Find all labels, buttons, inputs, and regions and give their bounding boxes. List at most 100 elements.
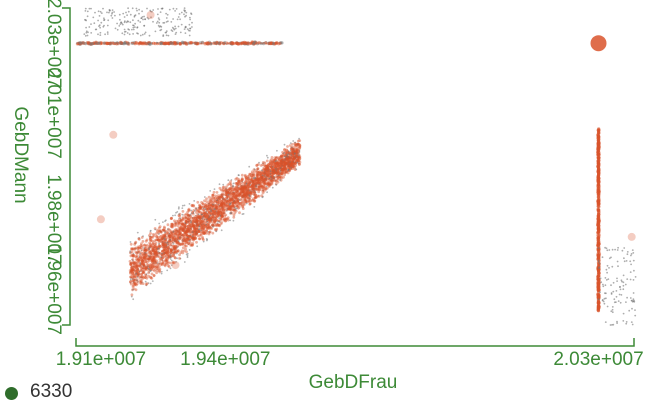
scatter-point [597,142,601,146]
scatter-point [194,237,198,240]
scatter-point [230,201,233,204]
scatter-point [265,159,269,163]
scatter-point [202,207,205,210]
scatter-point [282,160,286,164]
scatter-point [186,256,189,259]
scatter-point [229,206,232,210]
scatter-point [213,218,216,222]
scatter-point [199,231,203,235]
scatter-point [179,243,182,246]
scatter-point [130,295,133,298]
scatter-point [134,247,137,250]
scatter-point [173,238,176,241]
scatter-point [273,163,277,166]
scatter-point [218,183,221,186]
scatter-point [203,205,206,208]
scatter-point [235,193,239,197]
scatter-point [171,232,175,236]
scatter-point [130,267,134,271]
scatter-point [616,280,618,282]
scatter-point [201,202,205,206]
scatter-point [232,204,235,208]
scatter-point [218,186,222,190]
scatter-point [164,257,168,261]
scatter-point [190,221,192,224]
scatter-point [157,262,161,266]
scatter-point [140,275,144,279]
scatter-point [232,215,236,219]
scatter-point [166,252,170,256]
scatter-point [189,225,192,229]
scatter-point [208,225,211,229]
scatter-point [253,170,256,174]
scatter-point [213,212,217,216]
scatter-point [149,263,153,267]
scatter-point [210,217,213,220]
scatter-point [259,185,263,189]
scatter-point [183,229,186,232]
scatter-point [277,158,281,162]
scatter-point [171,251,174,254]
scatter-point [271,42,275,46]
scatter-point [622,288,625,291]
scatter-point [157,247,160,250]
scatter-point [224,213,228,217]
scatter-point [631,307,633,310]
scatter-point [185,240,189,243]
scatter-point [151,249,155,252]
scatter-point [164,241,167,244]
scatter-point [287,169,289,171]
scatter-point [170,241,174,244]
scatter-point [273,162,277,165]
scatter-point [132,28,135,31]
scatter-point [281,167,285,171]
scatter-point [175,239,179,242]
scatter-point [261,186,264,190]
scatter-point [211,193,215,197]
scatter-point [274,162,277,166]
scatter-point [200,225,204,229]
scatter-point [128,260,132,263]
scatter-point [274,167,277,170]
scatter-point [99,26,101,29]
scatter-point [184,247,188,251]
scatter-point [213,204,216,206]
scatter-point [172,238,175,242]
scatter-point [269,170,272,173]
scatter-point [136,269,139,272]
scatter-point [172,242,175,245]
scatter-point [256,173,259,176]
scatter-point [215,205,219,209]
scatter-point [242,186,246,189]
scatter-point [246,184,249,187]
scatter-point [213,209,216,213]
scatter-point [182,218,186,221]
scatter-point [157,244,161,248]
scatter-point [296,145,299,149]
scatter-point [240,187,244,191]
scatter-point [611,311,614,314]
scatter-point [139,280,143,284]
scatter-point [250,192,254,195]
scatter-point [134,255,138,259]
scatter-point [119,18,121,21]
scatter-point [205,226,209,230]
scatter-point [172,261,176,265]
scatter-point [180,228,184,232]
scatter-point [268,41,272,45]
scatter-point [76,42,78,44]
scatter-point [150,239,153,242]
scatter-point [281,168,285,171]
scatter-point [280,161,283,164]
scatter-point [253,178,257,181]
scatter-point [149,266,152,270]
scatter-point [171,238,175,242]
scatter-point [240,193,244,197]
scatter-point [176,224,180,228]
scatter-point [241,191,244,194]
scatter-point [187,243,190,246]
scatter-point [227,193,230,196]
scatter-point [239,189,243,193]
scatter-point [233,194,237,198]
scatter-point [241,178,244,182]
